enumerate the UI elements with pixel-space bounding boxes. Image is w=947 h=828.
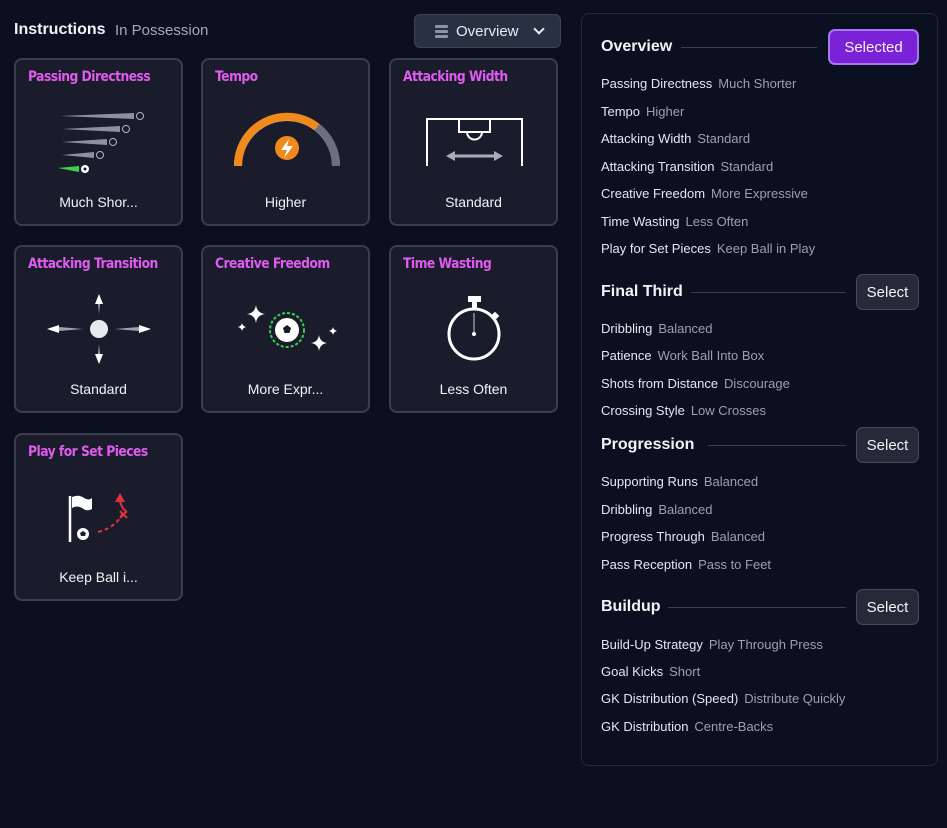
page-subtitle: In Possession: [115, 22, 209, 39]
card-value: Higher: [264, 194, 307, 210]
progression-select-button[interactable]: Select: [856, 427, 919, 463]
list-item: Time Wasting Less Often: [601, 214, 749, 229]
card-value: Standard: [445, 194, 502, 210]
card-value: Keep Ball i...: [59, 569, 138, 585]
page-title: Instructions: [14, 21, 106, 38]
section-title: Buildup: [601, 598, 661, 615]
list-item: Crossing Style Low Crosses: [601, 403, 766, 418]
divider: [708, 445, 846, 446]
list-item: Dribbling Balanced: [601, 502, 713, 517]
card-title: Play for Set Pieces: [28, 444, 148, 460]
card-title: Attacking Transition: [28, 256, 158, 272]
card-value: Less Often: [439, 381, 508, 397]
tempo-gauge-icon: [233, 112, 341, 167]
view-dropdown-label: Overview: [456, 22, 519, 40]
card-value: Standard: [70, 381, 127, 397]
list-item: Attacking Width Standard: [601, 131, 751, 146]
card-creative-freedom[interactable]: Creative Freedom More Expr...: [201, 245, 370, 413]
card-value: More Expr...: [247, 381, 324, 397]
final-third-select-button[interactable]: Select: [856, 274, 919, 310]
chevron-down-icon: [532, 23, 545, 35]
section-buildup: Buildup Select: [601, 589, 919, 625]
list-item: Creative Freedom More Expressive: [601, 186, 808, 201]
transition-arrows-icon: [47, 294, 151, 364]
list-item: GK Distribution (Speed) Distribute Quickl…: [601, 691, 846, 706]
list-item: Goal Kicks Short: [601, 664, 701, 679]
section-overview: Overview Selected: [601, 29, 919, 65]
card-title: Creative Freedom: [215, 256, 330, 272]
list-item: Patience Work Ball Into Box: [601, 348, 765, 363]
list-item: Shots from Distance Discourage: [601, 376, 790, 391]
section-title: Final Third: [601, 283, 683, 300]
creative-ball-icon: [238, 305, 337, 351]
section-title: Progression: [601, 436, 695, 453]
list-item: Play for Set Pieces Keep Ball in Play: [601, 241, 816, 256]
card-attacking-transition[interactable]: Attacking Transition Standard: [14, 245, 183, 413]
list-item: Supporting Runs Balanced: [601, 474, 759, 489]
card-passing-directness[interactable]: Passing Directness Much Shor...: [14, 58, 183, 226]
list-icon: [435, 24, 448, 38]
list-item: Attacking Transition Standard: [601, 159, 774, 174]
card-time-wasting[interactable]: Time Wasting Less Often: [389, 245, 558, 413]
card-value: Much Shor...: [59, 194, 138, 210]
section-progression: Progression Select: [601, 427, 919, 463]
card-title: Attacking Width: [403, 69, 508, 85]
overview-selected-button[interactable]: Selected: [828, 29, 919, 65]
buildup-select-button[interactable]: Select: [856, 589, 919, 625]
passing-directness-icon: [58, 112, 144, 173]
divider: [691, 292, 846, 293]
card-play-for-set-pieces[interactable]: Play for Set Pieces Keep Ball i...: [14, 433, 183, 601]
set-piece-icon: [68, 493, 128, 542]
list-item: GK Distribution Centre-Backs: [601, 719, 774, 734]
stopwatch-icon: [447, 296, 501, 361]
list-item: Dribbling Balanced: [601, 321, 713, 336]
overview-panel: Overview Selected Passing Directness Much…: [581, 13, 938, 766]
list-item: Passing Directness Much Shorter: [601, 76, 797, 91]
view-dropdown[interactable]: Overview: [414, 14, 561, 48]
section-title: Overview: [601, 38, 673, 55]
list-item: Build-Up Strategy Play Through Press: [601, 637, 823, 652]
divider: [681, 47, 817, 48]
list-item: Pass Reception Pass to Feet: [601, 557, 772, 572]
list-item: Tempo Higher: [601, 104, 685, 119]
divider: [668, 607, 846, 608]
card-title: Time Wasting: [403, 256, 492, 272]
card-tempo[interactable]: Tempo Higher: [201, 58, 370, 226]
card-attacking-width[interactable]: Attacking Width Standard: [389, 58, 558, 226]
instructions-header: Instructions In Possession Overview: [14, 14, 561, 48]
card-title: Passing Directness: [28, 69, 151, 85]
section-final-third: Final Third Select: [601, 274, 919, 310]
list-item: Progress Through Balanced: [601, 529, 766, 544]
card-title: Tempo: [215, 69, 258, 85]
pitch-width-icon: [426, 118, 523, 166]
